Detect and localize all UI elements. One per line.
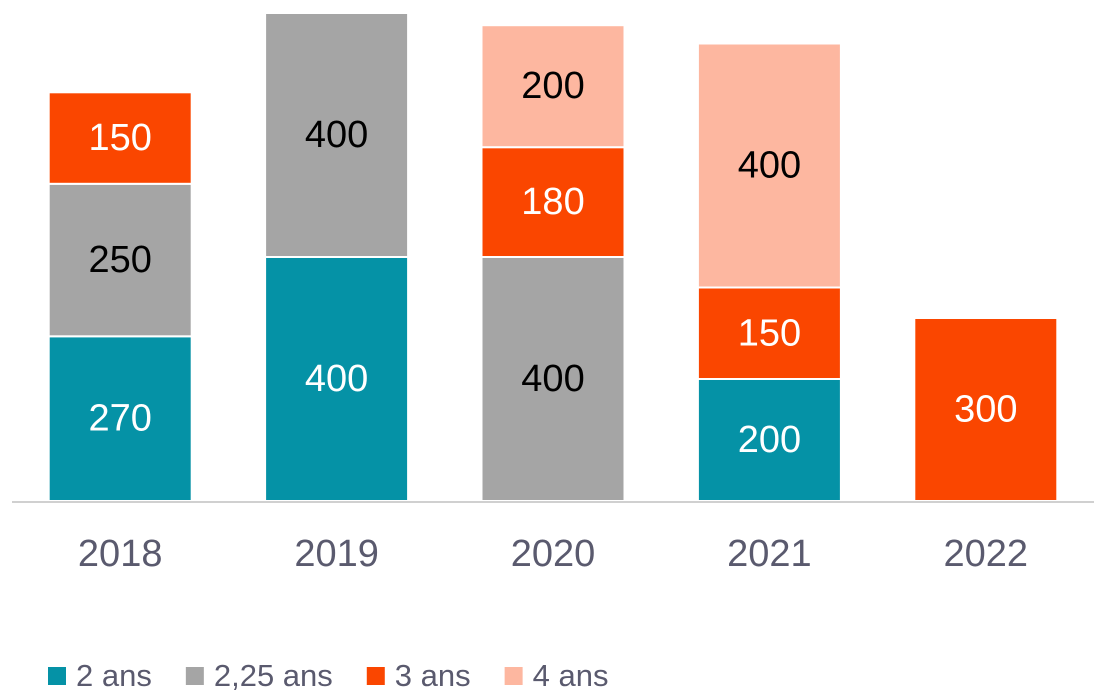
value-label: 200 xyxy=(521,65,584,107)
value-label: 400 xyxy=(305,358,368,400)
x-tick-label: 2018 xyxy=(78,533,163,575)
value-label: 150 xyxy=(738,312,801,354)
value-label: 270 xyxy=(88,398,151,440)
value-label: 180 xyxy=(521,181,584,223)
bar-segment xyxy=(913,317,1059,502)
value-label: 200 xyxy=(738,419,801,461)
legend-label: 2 ans xyxy=(76,658,152,691)
bar-segment xyxy=(696,286,842,380)
legend-swatch xyxy=(48,667,66,685)
legend-swatch xyxy=(366,667,385,685)
legend-swatch xyxy=(185,667,204,685)
legend-label: 3 ans xyxy=(395,658,471,691)
value-label: 400 xyxy=(305,114,368,156)
legend-label: 4 ans xyxy=(533,658,609,691)
x-tick-label: 2022 xyxy=(944,533,1029,575)
bar-segment xyxy=(480,24,626,149)
bar-segment xyxy=(264,256,410,502)
bar-segment xyxy=(696,42,842,289)
bar-segment xyxy=(480,256,626,502)
value-label: 150 xyxy=(88,117,151,159)
value-label: 400 xyxy=(738,145,801,187)
bar-segment xyxy=(47,335,193,502)
bar-segment xyxy=(480,146,626,258)
x-tick-label: 2019 xyxy=(294,533,379,575)
legend-swatch xyxy=(504,667,523,685)
value-label: 250 xyxy=(88,239,151,281)
bar-segment xyxy=(47,91,193,185)
x-tick-label: 2021 xyxy=(727,533,812,575)
bar-segment xyxy=(47,182,193,338)
legend-label: 2,25 ans xyxy=(214,658,333,691)
value-label: 400 xyxy=(521,358,584,400)
x-tick-label: 2020 xyxy=(511,533,596,575)
bar-segment xyxy=(264,12,410,258)
value-label: 300 xyxy=(954,389,1017,431)
